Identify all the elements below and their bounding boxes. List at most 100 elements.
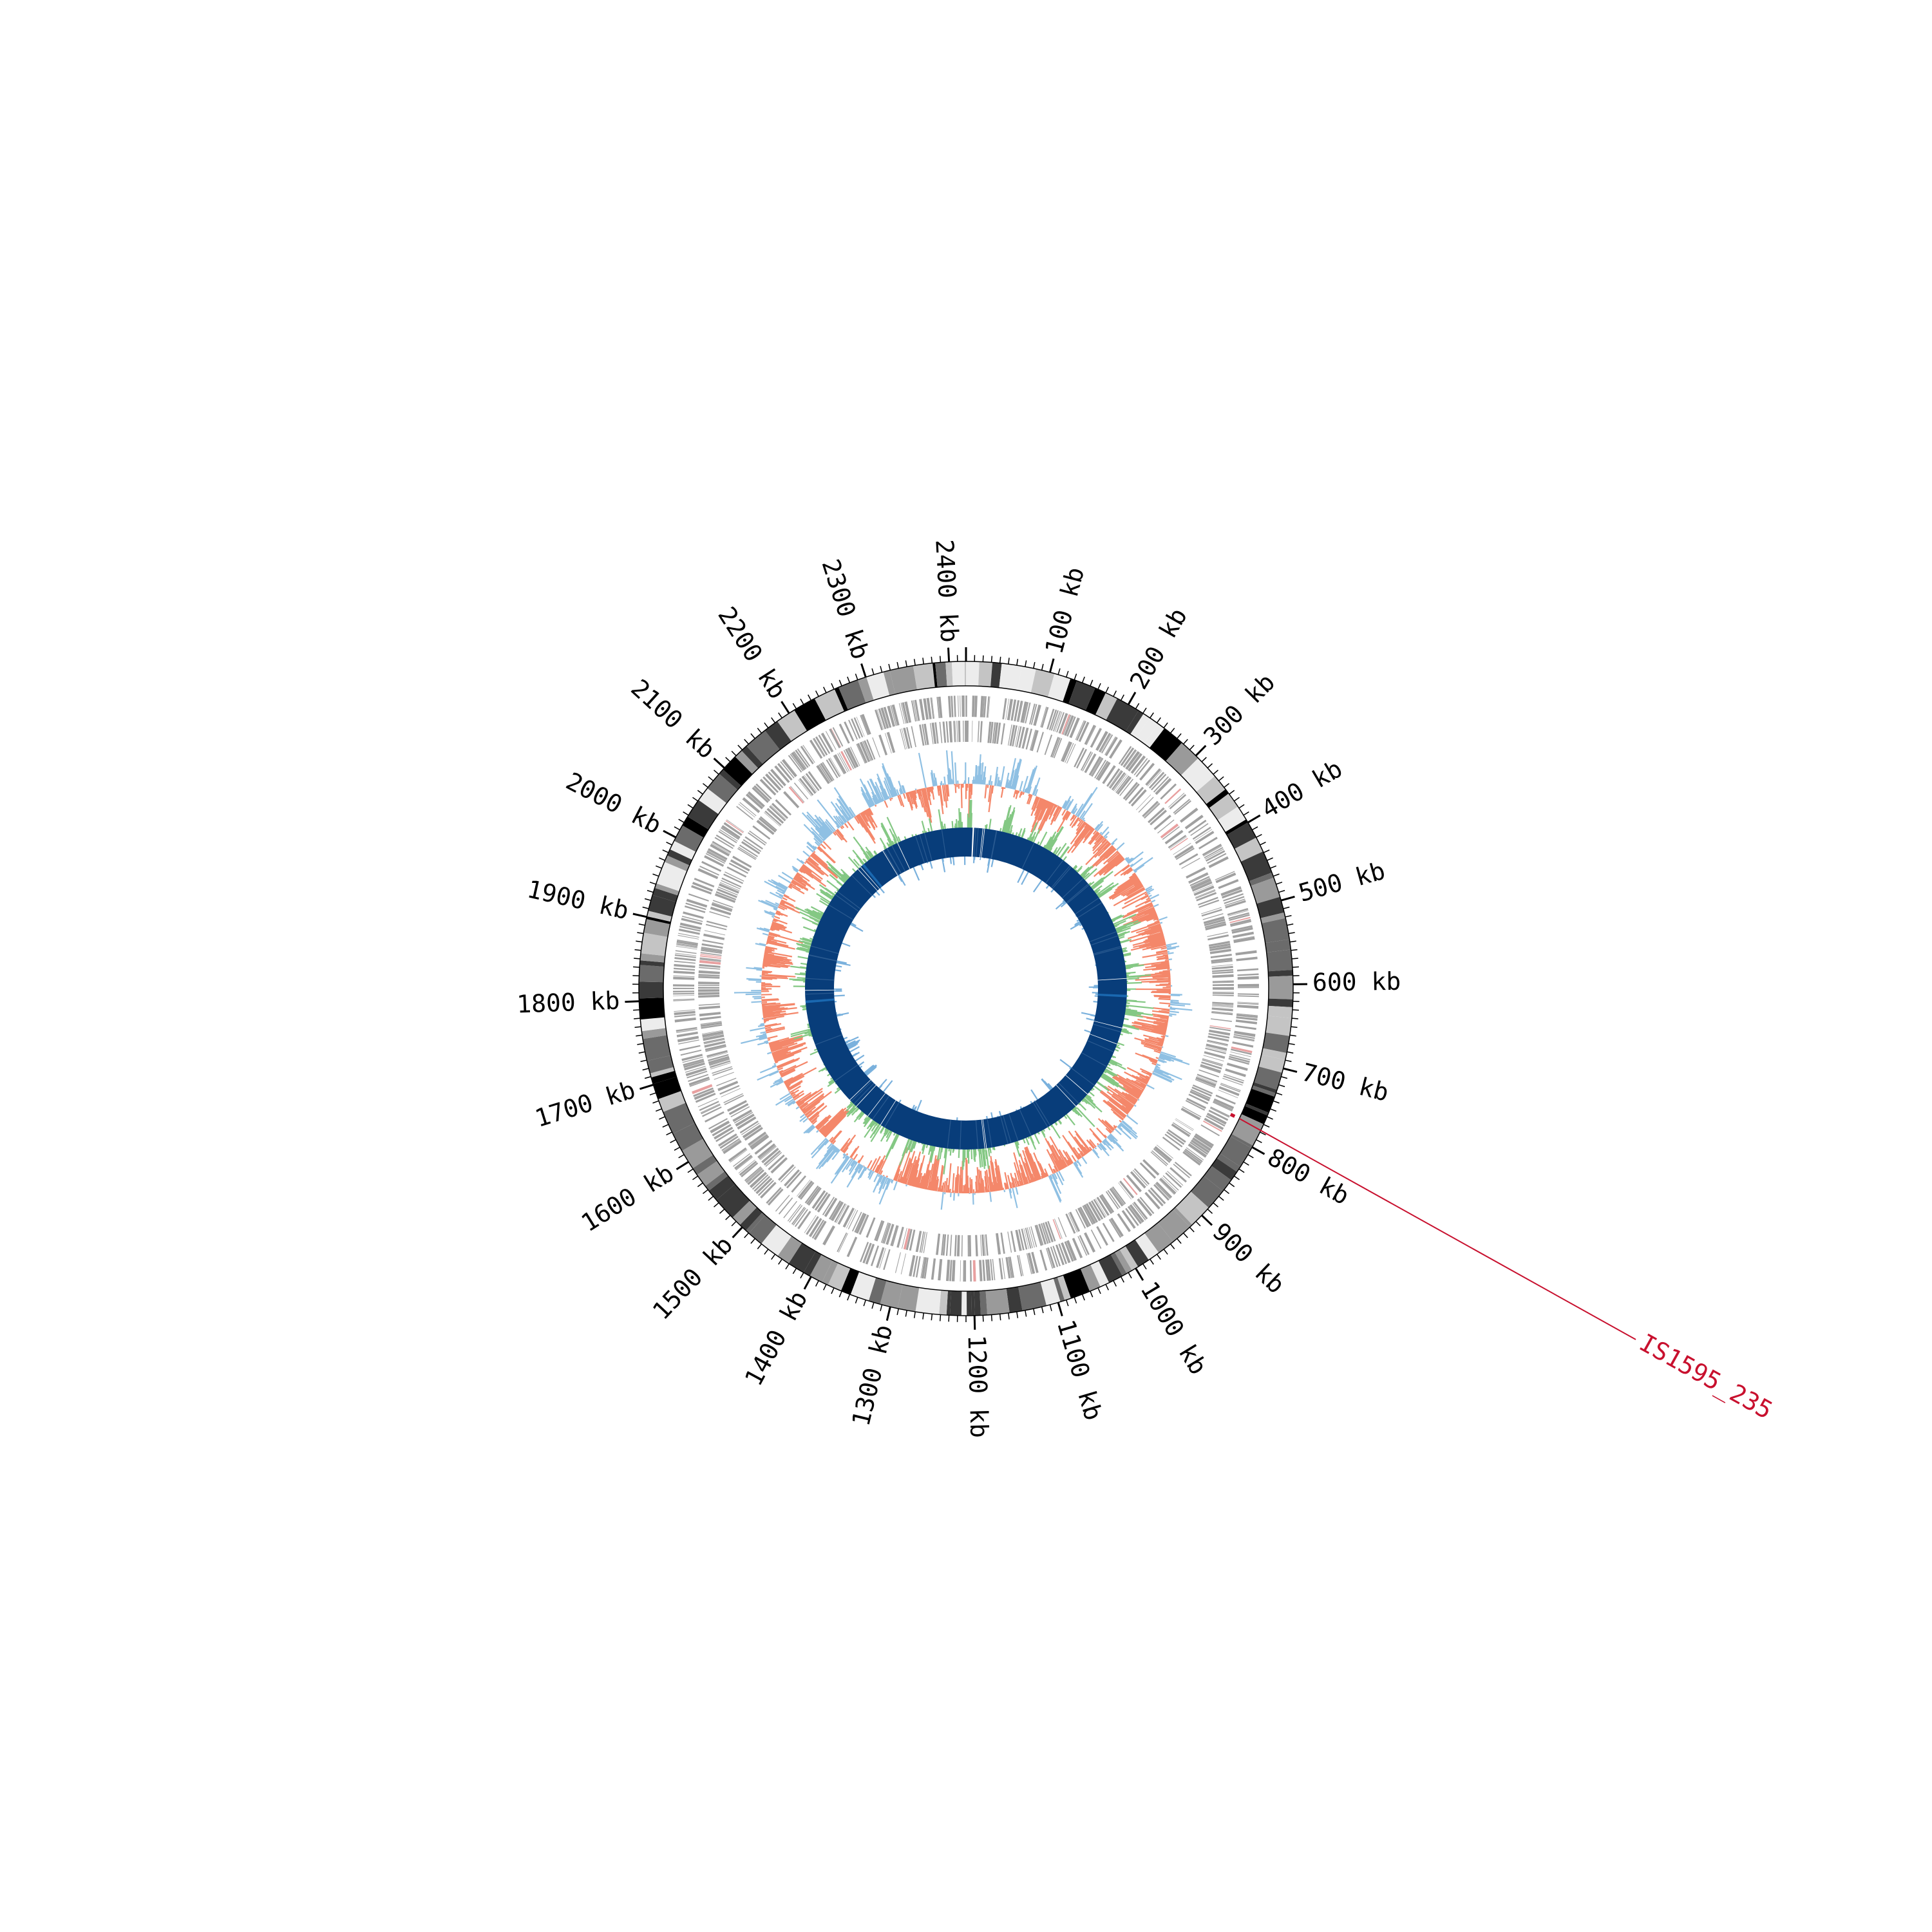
ideogram-band — [1018, 1282, 1046, 1311]
gene-feature — [1190, 823, 1209, 837]
minor-tick — [1105, 1283, 1109, 1291]
gene-feature — [730, 859, 750, 872]
gene-feature — [702, 1030, 724, 1037]
gene-feature — [1078, 721, 1090, 743]
contig-track — [803, 826, 1129, 1151]
ideogram-band — [719, 769, 741, 790]
gene-feature — [1212, 987, 1234, 990]
contig-gap — [1095, 978, 1129, 981]
gene-feature — [1202, 913, 1224, 920]
minor-tick — [1156, 1254, 1161, 1260]
major-tick — [1247, 814, 1261, 824]
gene-feature — [674, 954, 696, 958]
gene-feature — [1079, 1206, 1092, 1227]
gene-feature — [1207, 853, 1227, 864]
minor-tick — [638, 1051, 645, 1054]
gene-feature — [1224, 1074, 1245, 1082]
gene-feature — [686, 898, 708, 908]
gene-feature — [1161, 1177, 1178, 1192]
gene-feature — [699, 1016, 721, 1021]
gene-feature — [741, 840, 761, 855]
gene-feature — [673, 971, 695, 974]
gene-feature — [1095, 731, 1108, 752]
ideogram-band — [1258, 1054, 1285, 1073]
gene-feature — [1212, 980, 1234, 982]
minor-tick — [1270, 865, 1276, 869]
gene-feature — [1093, 1198, 1106, 1218]
gene-feature — [992, 722, 996, 744]
ideogram-band — [810, 1254, 833, 1283]
ideogram-band — [946, 1291, 951, 1316]
gene-feature — [715, 834, 735, 848]
gene-feature — [1211, 969, 1234, 972]
gene-feature — [1236, 1014, 1258, 1018]
gene-feature — [1211, 965, 1233, 970]
minor-tick — [1256, 833, 1262, 838]
contig-boundary — [883, 849, 899, 876]
gene-feature — [1075, 720, 1084, 741]
gene-feature — [1058, 713, 1068, 734]
gene-feature — [960, 696, 961, 717]
ideogram-band — [670, 840, 696, 860]
gene-feature — [1156, 1144, 1173, 1159]
gene-feature — [694, 877, 715, 887]
gene-feature — [1018, 1229, 1025, 1251]
major-tick — [1201, 1215, 1213, 1226]
gene-feature — [743, 838, 762, 852]
ideogram-band — [1030, 668, 1055, 697]
minor-tick — [939, 656, 942, 663]
gene-feature — [838, 723, 850, 744]
gene-feature — [938, 696, 943, 718]
gene-feature — [903, 1228, 911, 1250]
minor-tick — [652, 873, 659, 877]
minor-tick — [913, 1311, 916, 1318]
gene-feature — [923, 1257, 929, 1279]
gene-feature — [806, 1216, 819, 1235]
gene-feature — [716, 1077, 737, 1086]
gene-feature — [1188, 819, 1207, 833]
ideogram-band — [1150, 728, 1182, 761]
minor-tick — [1283, 906, 1290, 909]
gene-feature — [895, 1252, 901, 1273]
gene-feature — [1025, 702, 1031, 724]
gene-feature — [1188, 1094, 1209, 1104]
gene-feature — [755, 783, 772, 800]
gene-feature — [699, 960, 721, 965]
gene-feature — [919, 1231, 925, 1253]
scale-tick-label: 1300 kb — [847, 1322, 898, 1429]
gene-feature — [913, 1255, 918, 1277]
gene-feature — [1053, 711, 1061, 732]
gene-feature — [874, 1220, 883, 1241]
gene-feature — [699, 866, 719, 876]
gene-feature — [1210, 1106, 1230, 1117]
minor-tick — [1189, 744, 1195, 750]
gene-feature — [761, 1148, 779, 1164]
scale-tick-label: 700 kb — [1299, 1058, 1392, 1107]
ideogram-band — [648, 895, 676, 917]
contig-boundary — [805, 992, 835, 995]
contig-boundary — [1019, 1109, 1032, 1136]
gene-feature — [1124, 750, 1137, 768]
minor-tick — [1247, 1154, 1254, 1159]
gene-feature — [840, 751, 853, 771]
gene-feature — [806, 1186, 820, 1205]
gene-feature — [1126, 1174, 1142, 1193]
gene-feature — [1128, 786, 1144, 804]
contig-boundary — [872, 1095, 890, 1120]
minor-tick — [931, 1314, 933, 1321]
gene-feature — [1027, 1227, 1033, 1249]
ideogram-band — [640, 933, 668, 956]
gene-feature — [1180, 1108, 1201, 1121]
gene-feature — [802, 744, 815, 763]
scale-tick-label: 1500 kb — [647, 1231, 739, 1325]
gene-feature — [954, 721, 956, 743]
gene-feature — [784, 1169, 800, 1187]
ideogram-band — [1125, 1239, 1149, 1267]
minor-tick — [636, 940, 643, 943]
gene-feature — [1170, 1167, 1188, 1183]
annotation-track: IS1595_235 — [1229, 1113, 1777, 1425]
gene-feature — [1174, 800, 1191, 815]
minor-tick — [847, 676, 851, 683]
ideogram-band — [647, 1055, 674, 1074]
ideogram-band — [1268, 998, 1293, 1008]
